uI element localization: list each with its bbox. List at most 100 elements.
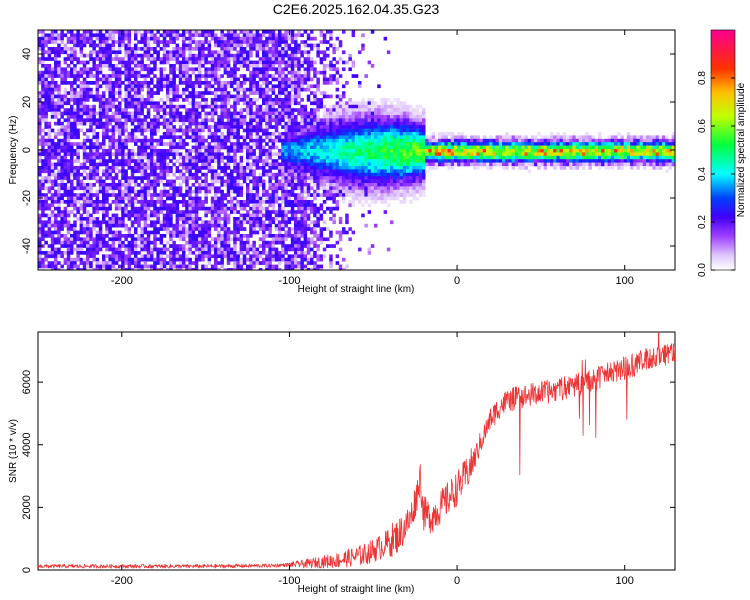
spectrogram-cell [89, 128, 93, 133]
spectrogram-cell [242, 217, 247, 221]
spectrogram-cell [268, 210, 272, 214]
spectrogram-cell [297, 74, 301, 78]
spectrogram-cell [242, 254, 247, 259]
spectrogram-cell [303, 200, 308, 204]
spectrogram-cell [140, 166, 144, 170]
spectrogram-cell [246, 237, 250, 242]
spectrogram-cell [188, 57, 192, 61]
spectrogram-cell [191, 60, 196, 65]
spectrogram-cell [166, 268, 170, 270]
spectrogram-cell [70, 172, 74, 177]
spectrogram-cell [82, 67, 87, 72]
spectrogram-cell [278, 149, 282, 153]
spectrogram-cell [156, 50, 160, 55]
spectrogram-cell [239, 155, 244, 160]
spectrogram-cell [233, 230, 237, 235]
spectrogram-cell [44, 240, 48, 245]
spectrogram-cell [108, 183, 112, 187]
spectrogram-cell [44, 132, 48, 136]
spectrogram-cell [207, 142, 212, 146]
spectrogram-cell [268, 179, 272, 184]
spectrogram-cell [319, 176, 324, 180]
spectrogram-cell [249, 257, 253, 262]
spectrogram-cell [140, 87, 144, 92]
spectrogram-cell [246, 200, 250, 204]
spectrogram-cell [76, 254, 80, 259]
spectrogram-cell [82, 264, 87, 269]
spectrogram-cell [255, 193, 260, 197]
spectrogram-cell [50, 94, 55, 99]
spectrogram-cell [297, 128, 301, 133]
spectrogram-cell [150, 142, 154, 146]
spectrogram-cell [57, 223, 61, 228]
spectrogram-cell [66, 132, 71, 136]
spectrogram-cell [92, 166, 96, 170]
spectrogram-cell [150, 57, 154, 61]
spectrogram-cell [41, 186, 45, 191]
spectrogram-cell [265, 64, 269, 68]
spectrogram-cell [86, 186, 90, 191]
spectrogram-cell [162, 30, 167, 34]
spectrogram-cell [188, 210, 192, 214]
spectrogram-cell [121, 98, 125, 102]
spectrogram-cell [255, 132, 260, 136]
spectrogram-cell [278, 36, 282, 41]
spectrogram-cell [41, 50, 45, 55]
spectrogram-cell [63, 77, 68, 82]
spectrogram-cell [300, 234, 304, 238]
spectrogram-cell [89, 254, 93, 259]
spectrogram-cell [268, 240, 272, 245]
spectrogram-cell [194, 138, 199, 143]
spectrogram-cell [246, 128, 250, 133]
spectrogram-cell [162, 121, 167, 126]
spectrogram-cell [281, 247, 285, 252]
spectrogram-cell [204, 33, 208, 38]
spectrogram-cell [134, 240, 138, 245]
spectrogram-cell [54, 223, 58, 228]
spectrogram-cell [118, 223, 122, 228]
spectrogram-cell [226, 230, 231, 235]
spectrogram-cell [249, 261, 253, 265]
spectrogram-cell [44, 196, 48, 201]
spectrogram-cell [194, 176, 199, 180]
spectrogram-cell [153, 149, 157, 153]
spectrogram-cell [178, 67, 183, 72]
spectrogram-cell [159, 70, 164, 75]
spectrogram-cell [220, 166, 224, 170]
spectrogram-cell [188, 50, 192, 55]
spectrogram-cell [162, 213, 167, 218]
spectrogram-cell [41, 268, 45, 270]
spectrogram-cell [146, 189, 151, 194]
spectrogram-cell [98, 64, 103, 68]
spectrogram-cell [201, 43, 205, 48]
spectrogram-cell [210, 60, 215, 65]
spectrogram-cell [66, 36, 71, 41]
spectrogram-cell [226, 43, 231, 48]
spectrogram-cell [79, 128, 84, 133]
spectrogram-cell [44, 125, 48, 129]
spectrogram-cell [239, 217, 244, 221]
spectrogram-cell [134, 261, 138, 265]
spectrogram-cell [294, 57, 298, 61]
spectrogram-cell [70, 200, 74, 204]
spectrogram-cell [265, 155, 269, 160]
spectrogram-cell [242, 64, 247, 68]
spectrogram-cell [191, 53, 196, 58]
spectrogram-cell [60, 125, 64, 129]
spectrogram-cell [194, 179, 199, 184]
spectrogram-cell [290, 268, 295, 270]
spectrogram-cell [57, 101, 61, 106]
spectrogram-cell [153, 138, 157, 143]
spectrogram-cell [178, 210, 183, 214]
spectrogram-cell [265, 77, 269, 82]
spectrogram-cell [316, 268, 320, 270]
spectrogram-cell [198, 60, 202, 65]
spectrogram-cell [140, 240, 144, 245]
spectrogram-cell [121, 33, 125, 38]
spectrogram-cell [166, 230, 170, 235]
spectrogram-cell [207, 169, 212, 174]
spectrogram-cell [249, 145, 253, 150]
spectrogram-cell [223, 60, 228, 65]
spectrogram-cell [114, 128, 119, 133]
spectrogram-cell [105, 43, 109, 48]
